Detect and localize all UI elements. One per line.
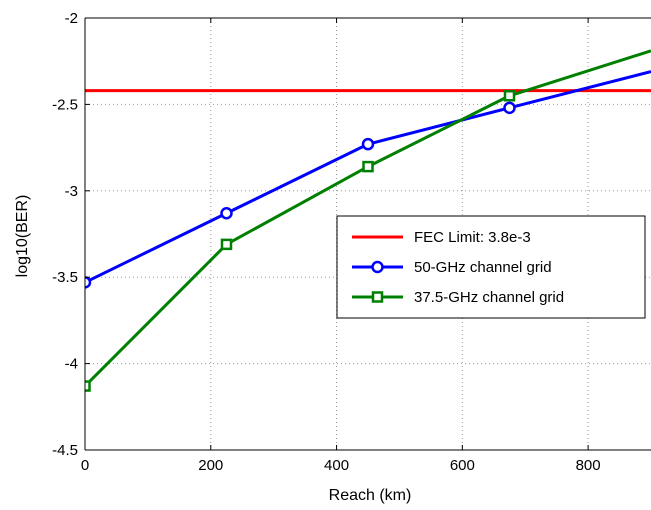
data-point (85, 276, 92, 289)
data-point (503, 101, 516, 115)
data-point (220, 238, 233, 251)
y-tick-label: -3.5 (52, 269, 78, 286)
legend-label: 50-GHz channel grid (414, 259, 552, 276)
x-tick-label: 400 (324, 457, 349, 474)
legend-entry: FEC Limit: 3.8e-3 (352, 229, 531, 246)
data-point (220, 207, 233, 220)
legend-marker (371, 260, 384, 274)
y-tick-label: -3 (65, 183, 78, 200)
legend-entry: 50-GHz channel grid (352, 259, 552, 276)
data-point (85, 380, 91, 392)
legend-marker (371, 291, 384, 303)
y-tick-label: -2 (65, 10, 78, 27)
series-1 (85, 70, 651, 289)
y-tick-label: -2.5 (52, 96, 78, 113)
data-point (503, 90, 516, 102)
y-tick-label: -4 (65, 356, 78, 373)
x-tick-label: 200 (198, 457, 223, 474)
y-axis-label: log10(BER) (14, 195, 31, 278)
y-tick-label: -4.5 (52, 442, 78, 459)
x-tick-label: 800 (576, 457, 601, 474)
axes (84, 17, 651, 451)
legend-label: FEC Limit: 3.8e-3 (414, 229, 531, 246)
series-2 (85, 49, 651, 392)
series-layer (85, 49, 651, 392)
legend: FEC Limit: 3.8e-3 50-GHz channel grid 37.5… (336, 215, 646, 319)
data-point (361, 137, 375, 151)
x-axis-label: Reach (km) (329, 487, 412, 504)
tick-labels: 0 200 400 600 800 -4.5 -4 -3.5 -3 -2.5 -2 (52, 10, 600, 474)
legend-label: 37.5-GHz channel grid (414, 289, 564, 306)
x-tick-label: 0 (81, 457, 89, 474)
data-point (362, 160, 374, 173)
legend-entry: 37.5-GHz channel grid (352, 289, 564, 306)
x-tick-label: 600 (450, 457, 475, 474)
